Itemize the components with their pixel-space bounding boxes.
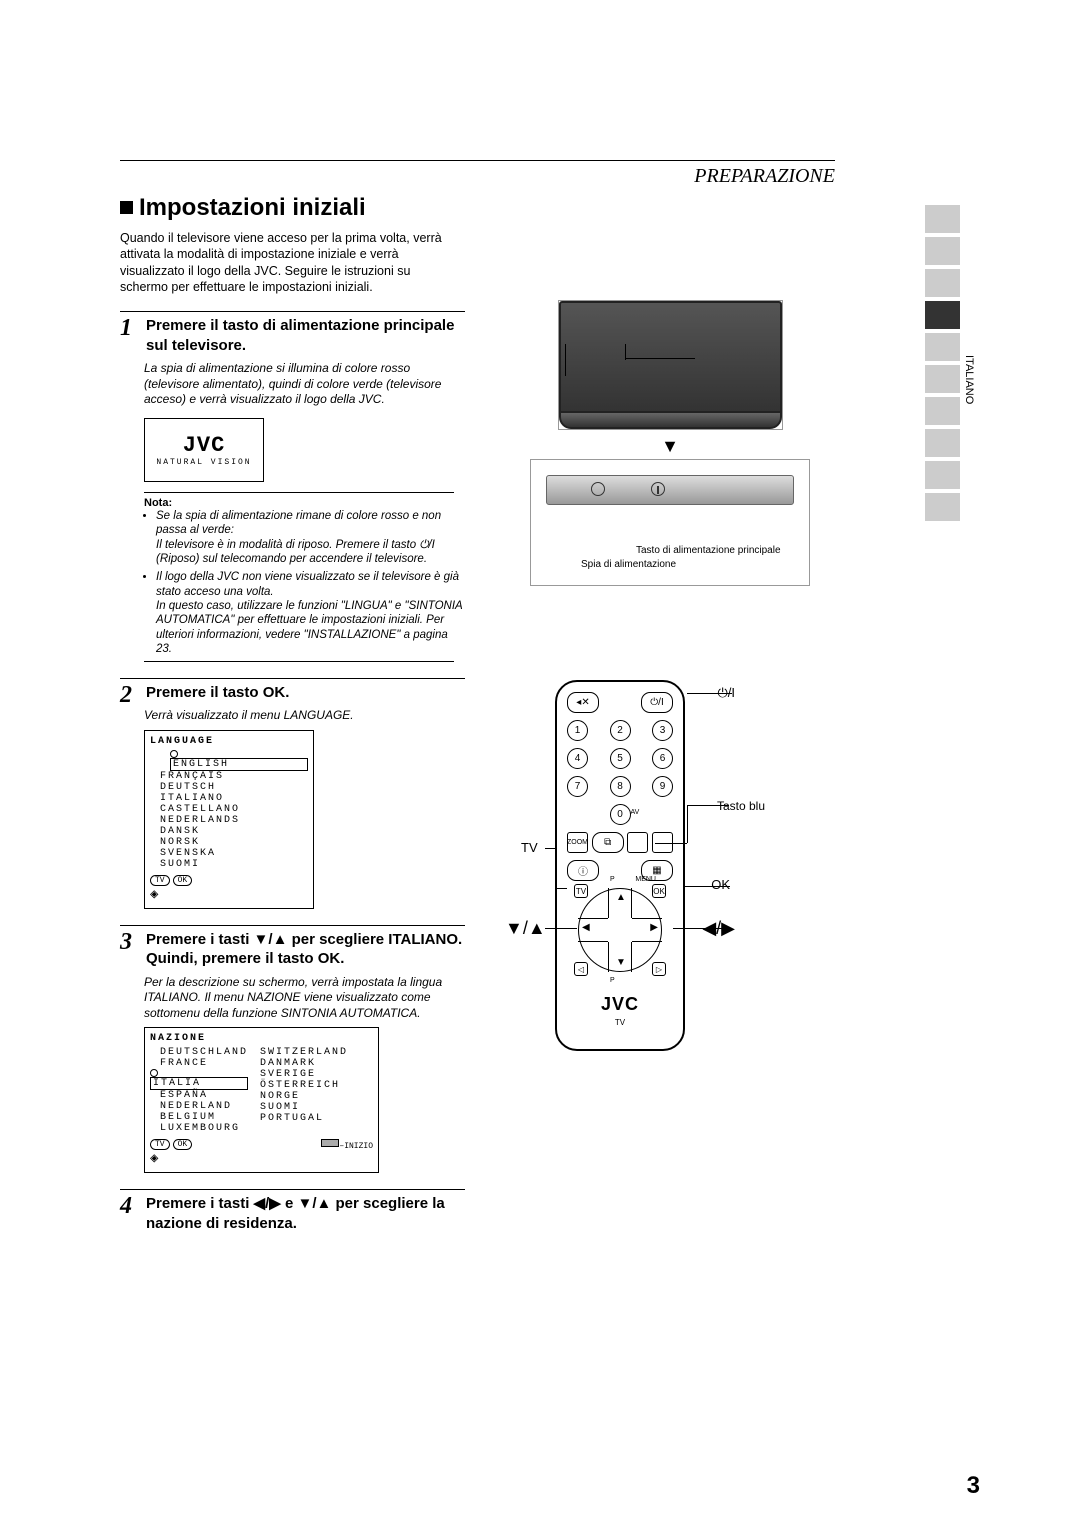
power-button: ⏻/I bbox=[641, 692, 673, 713]
step-3: 3 Premere i tasti ▼/▲ per scegliere ITAL… bbox=[120, 925, 465, 1174]
language-menu: LANGUAGE ENGLISHFRANÇAISDEUTSCHITALIANOC… bbox=[144, 730, 314, 909]
dpad: TV OK P MENU ▲▼◀▶ ◁ ▷ P bbox=[578, 888, 662, 972]
section-title: PREPARAZIONE bbox=[120, 165, 835, 188]
page-number: 3 bbox=[967, 1472, 980, 1500]
remote-illustration: ◂✕⏻/I 123 456 789 0AV ZOOM ⧉ ⓘ ▦ TV OK P… bbox=[555, 680, 685, 1051]
language-tabs bbox=[925, 205, 960, 525]
front-panel-illustration: Tasto di alimentazione principale Spia d… bbox=[530, 459, 810, 586]
header-rule bbox=[120, 160, 835, 161]
intro-text: Quando il televisore viene acceso per la… bbox=[120, 230, 455, 295]
mute-button: ◂✕ bbox=[567, 692, 599, 713]
arrow-down-icon: ▼ bbox=[510, 436, 830, 457]
nota-item: Se la spia di alimentazione rimane di co… bbox=[156, 509, 465, 567]
nota-item: Il logo della JVC non viene visualizzato… bbox=[156, 570, 465, 656]
step-1: 1 Premere il tasto di alimentazione prin… bbox=[120, 311, 465, 662]
jvc-logo-box: JVC NATURAL VISION bbox=[144, 418, 264, 482]
nazione-menu: NAZIONE DEUTSCHLANDFRANCEITALIAESPAÑANED… bbox=[144, 1027, 379, 1173]
ud-label: ▼/▲ bbox=[505, 918, 546, 939]
aspect-button: ⧉ bbox=[592, 832, 624, 853]
page-title: Impostazioni iniziali bbox=[120, 194, 980, 222]
tv-label: TV bbox=[521, 840, 538, 855]
step-2: 2 Premere il tasto OK. Verrà visualizzat… bbox=[120, 678, 465, 909]
tv-illustration: JVC bbox=[558, 300, 783, 430]
step-4: 4 Premere i tasti ◀/▶ e ▼/▲ per sceglier… bbox=[120, 1189, 465, 1233]
blue-label: Tasto blu bbox=[717, 799, 765, 813]
vertical-lang-label: ITALIANO bbox=[963, 355, 975, 404]
info-button: ⓘ bbox=[567, 860, 599, 881]
ok-label: OK bbox=[711, 877, 730, 892]
